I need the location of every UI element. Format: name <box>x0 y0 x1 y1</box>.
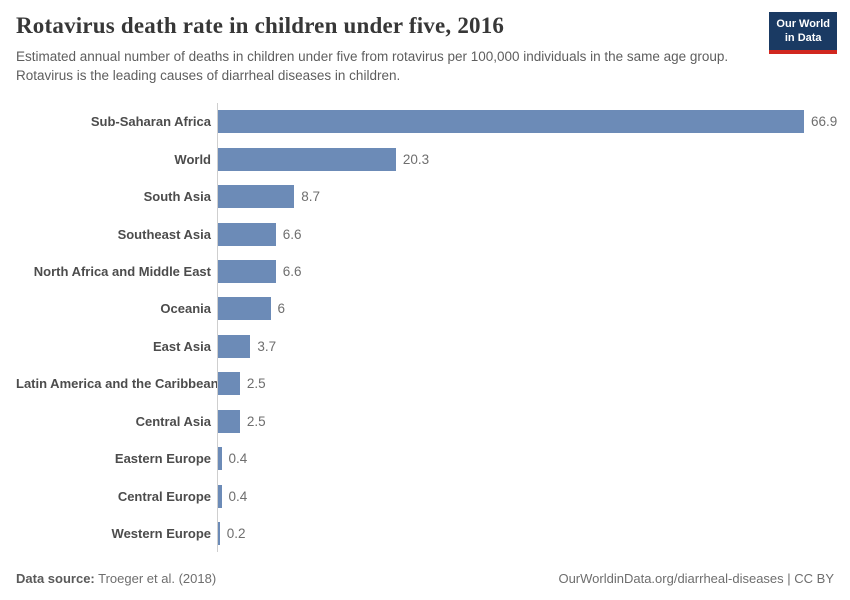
chart-row: Oceania 6 <box>16 290 850 328</box>
category-label: World <box>174 151 211 167</box>
attribution-text: OurWorldinData.org/diarrheal-diseases | … <box>558 571 834 586</box>
bar[interactable] <box>218 259 276 283</box>
bar[interactable] <box>218 334 251 358</box>
chart-row: Eastern Europe 0.4 <box>16 439 850 478</box>
bar-area: 0.4 <box>217 477 850 515</box>
data-source: Data source: Troeger et al. (2018) <box>16 571 216 586</box>
chart-row: Western Europe 0.2 <box>16 514 850 553</box>
bar[interactable] <box>218 222 276 246</box>
bar[interactable] <box>218 447 222 471</box>
data-source-label: Data source: <box>16 571 95 586</box>
bar[interactable] <box>218 147 396 171</box>
bar-area: 3.7 <box>217 327 850 366</box>
bar[interactable] <box>218 185 295 209</box>
category-label: Western Europe <box>111 526 211 542</box>
category-label: Southeast Asia <box>117 226 211 242</box>
value-label: 66.9 <box>811 114 838 130</box>
chart-row: Central Asia 2.5 <box>16 402 850 440</box>
page-title: Rotavirus death rate in children under f… <box>16 13 505 38</box>
category-label: East Asia <box>152 338 211 354</box>
category-label: Oceania <box>160 301 211 317</box>
value-label: 3.7 <box>257 338 277 354</box>
bar[interactable] <box>218 297 271 321</box>
chart-row: East Asia 3.7 <box>16 327 850 366</box>
chart-footer: Data source: Troeger et al. (2018) OurWo… <box>16 571 834 586</box>
bar[interactable] <box>218 372 240 396</box>
bar[interactable] <box>218 484 222 508</box>
category-label: Sub-Saharan Africa <box>90 114 211 130</box>
chart-row: Latin America and the Caribbean 2.5 <box>16 365 850 403</box>
bar-area: 8.7 <box>217 177 850 216</box>
chart-row: Southeast Asia 6.6 <box>16 215 850 253</box>
category-label: North Africa and Middle East <box>33 263 211 279</box>
bar-area: 20.3 <box>217 140 850 178</box>
bar[interactable] <box>218 409 240 433</box>
value-label: 2.5 <box>246 376 266 392</box>
owid-logo-line2: in Data <box>784 32 822 45</box>
category-label: Latin America and the Caribbean <box>16 376 219 392</box>
value-label: 2.5 <box>246 413 266 429</box>
value-label: 20.3 <box>402 151 430 167</box>
owid-logo-line1: Our World <box>776 18 830 30</box>
chart-subtitle: Estimated annual number of deaths in chi… <box>16 48 729 84</box>
value-label: 6 <box>277 301 286 317</box>
chart-row: World 20.3 <box>16 140 850 178</box>
chart-header: Rotavirus death rate in children under f… <box>16 12 837 86</box>
bar-area: 6.6 <box>217 252 850 291</box>
bar-area: 0.4 <box>217 439 850 478</box>
value-label: 8.7 <box>301 189 320 205</box>
value-label: 0.4 <box>228 451 248 467</box>
value-label: 0.4 <box>228 488 248 504</box>
value-label: 0.2 <box>226 526 246 542</box>
chart-row: South Asia 8.7 <box>16 177 850 216</box>
bar[interactable] <box>218 522 220 546</box>
bar[interactable] <box>218 110 804 134</box>
category-label: South Asia <box>143 189 211 205</box>
category-label: Eastern Europe <box>114 451 211 467</box>
bar-area: 2.5 <box>217 365 850 403</box>
bar-area: 6.6 <box>217 215 850 253</box>
bar-area: 6 <box>217 290 850 328</box>
bar-area: 66.9 <box>217 103 850 141</box>
value-label: 6.6 <box>282 226 302 242</box>
bar-area: 0.2 <box>217 514 850 553</box>
data-source-value: Troeger et al. (2018) <box>94 571 217 586</box>
value-label: 6.6 <box>282 263 302 279</box>
chart-row: Sub-Saharan Africa 66.9 <box>16 103 850 141</box>
bar-chart: Sub-Saharan Africa 66.9 World 20.3 South… <box>16 103 850 553</box>
owid-logo: Our World in Data <box>769 12 837 54</box>
category-label: Central Asia <box>135 413 211 429</box>
chart-row: Central Europe 0.4 <box>16 477 850 515</box>
bar-area: 2.5 <box>217 402 850 440</box>
chart-row: North Africa and Middle East 6.6 <box>16 252 850 291</box>
category-label: Central Europe <box>117 488 211 504</box>
